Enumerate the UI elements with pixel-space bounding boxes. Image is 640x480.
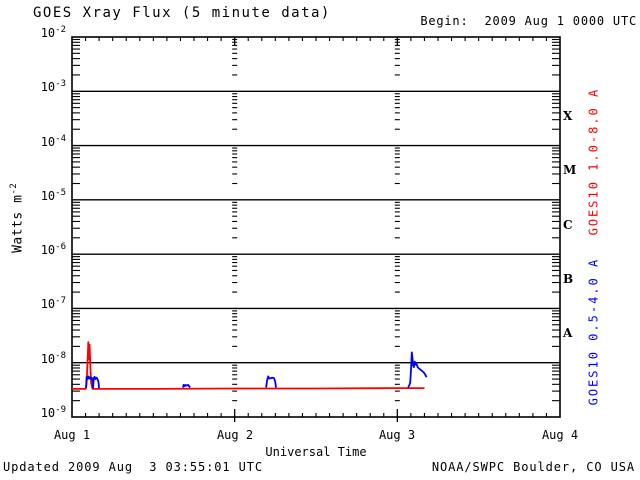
- y-tick-1e-6: 10-6: [40, 242, 66, 257]
- series-short-label: GOES10 0.5-4.0 A: [586, 257, 601, 406]
- y-tick-1e-9: 10-9: [40, 405, 66, 420]
- y-tick-1e-3: 10-3: [40, 79, 66, 94]
- x-axis-title: Universal Time: [265, 445, 367, 459]
- y-tick-1e-8: 10-8: [40, 351, 66, 366]
- begin-time-label: Begin: 2009 Aug 1 0000 UTC: [420, 14, 637, 28]
- updated-timestamp: Updated 2009 Aug 3 03:55:01 UTC: [3, 460, 263, 474]
- source-attribution: NOAA/SWPC Boulder, CO USA: [431, 460, 635, 474]
- flare-class-m: M: [563, 163, 577, 177]
- y-axis-title: Watts m-2: [9, 182, 26, 253]
- y-tick-1e-2: 10-2: [40, 25, 66, 40]
- flare-class-c: C: [563, 218, 573, 232]
- x-tick-aug1: Aug 1: [53, 428, 91, 442]
- y-tick-1e-7: 10-7: [40, 296, 66, 311]
- y-tick-1e-4: 10-4: [40, 134, 66, 149]
- flare-class-b: B: [563, 272, 574, 286]
- chart-title: GOES Xray Flux (5 minute data): [33, 5, 331, 21]
- flare-class-x: X: [563, 109, 573, 123]
- x-tick-aug4: Aug 4: [541, 428, 579, 442]
- x-tick-aug3: Aug 3: [378, 428, 416, 442]
- x-tick-aug2: Aug 2: [216, 428, 254, 442]
- y-tick-1e-5: 10-5: [40, 188, 66, 203]
- flare-class-a: A: [563, 326, 573, 340]
